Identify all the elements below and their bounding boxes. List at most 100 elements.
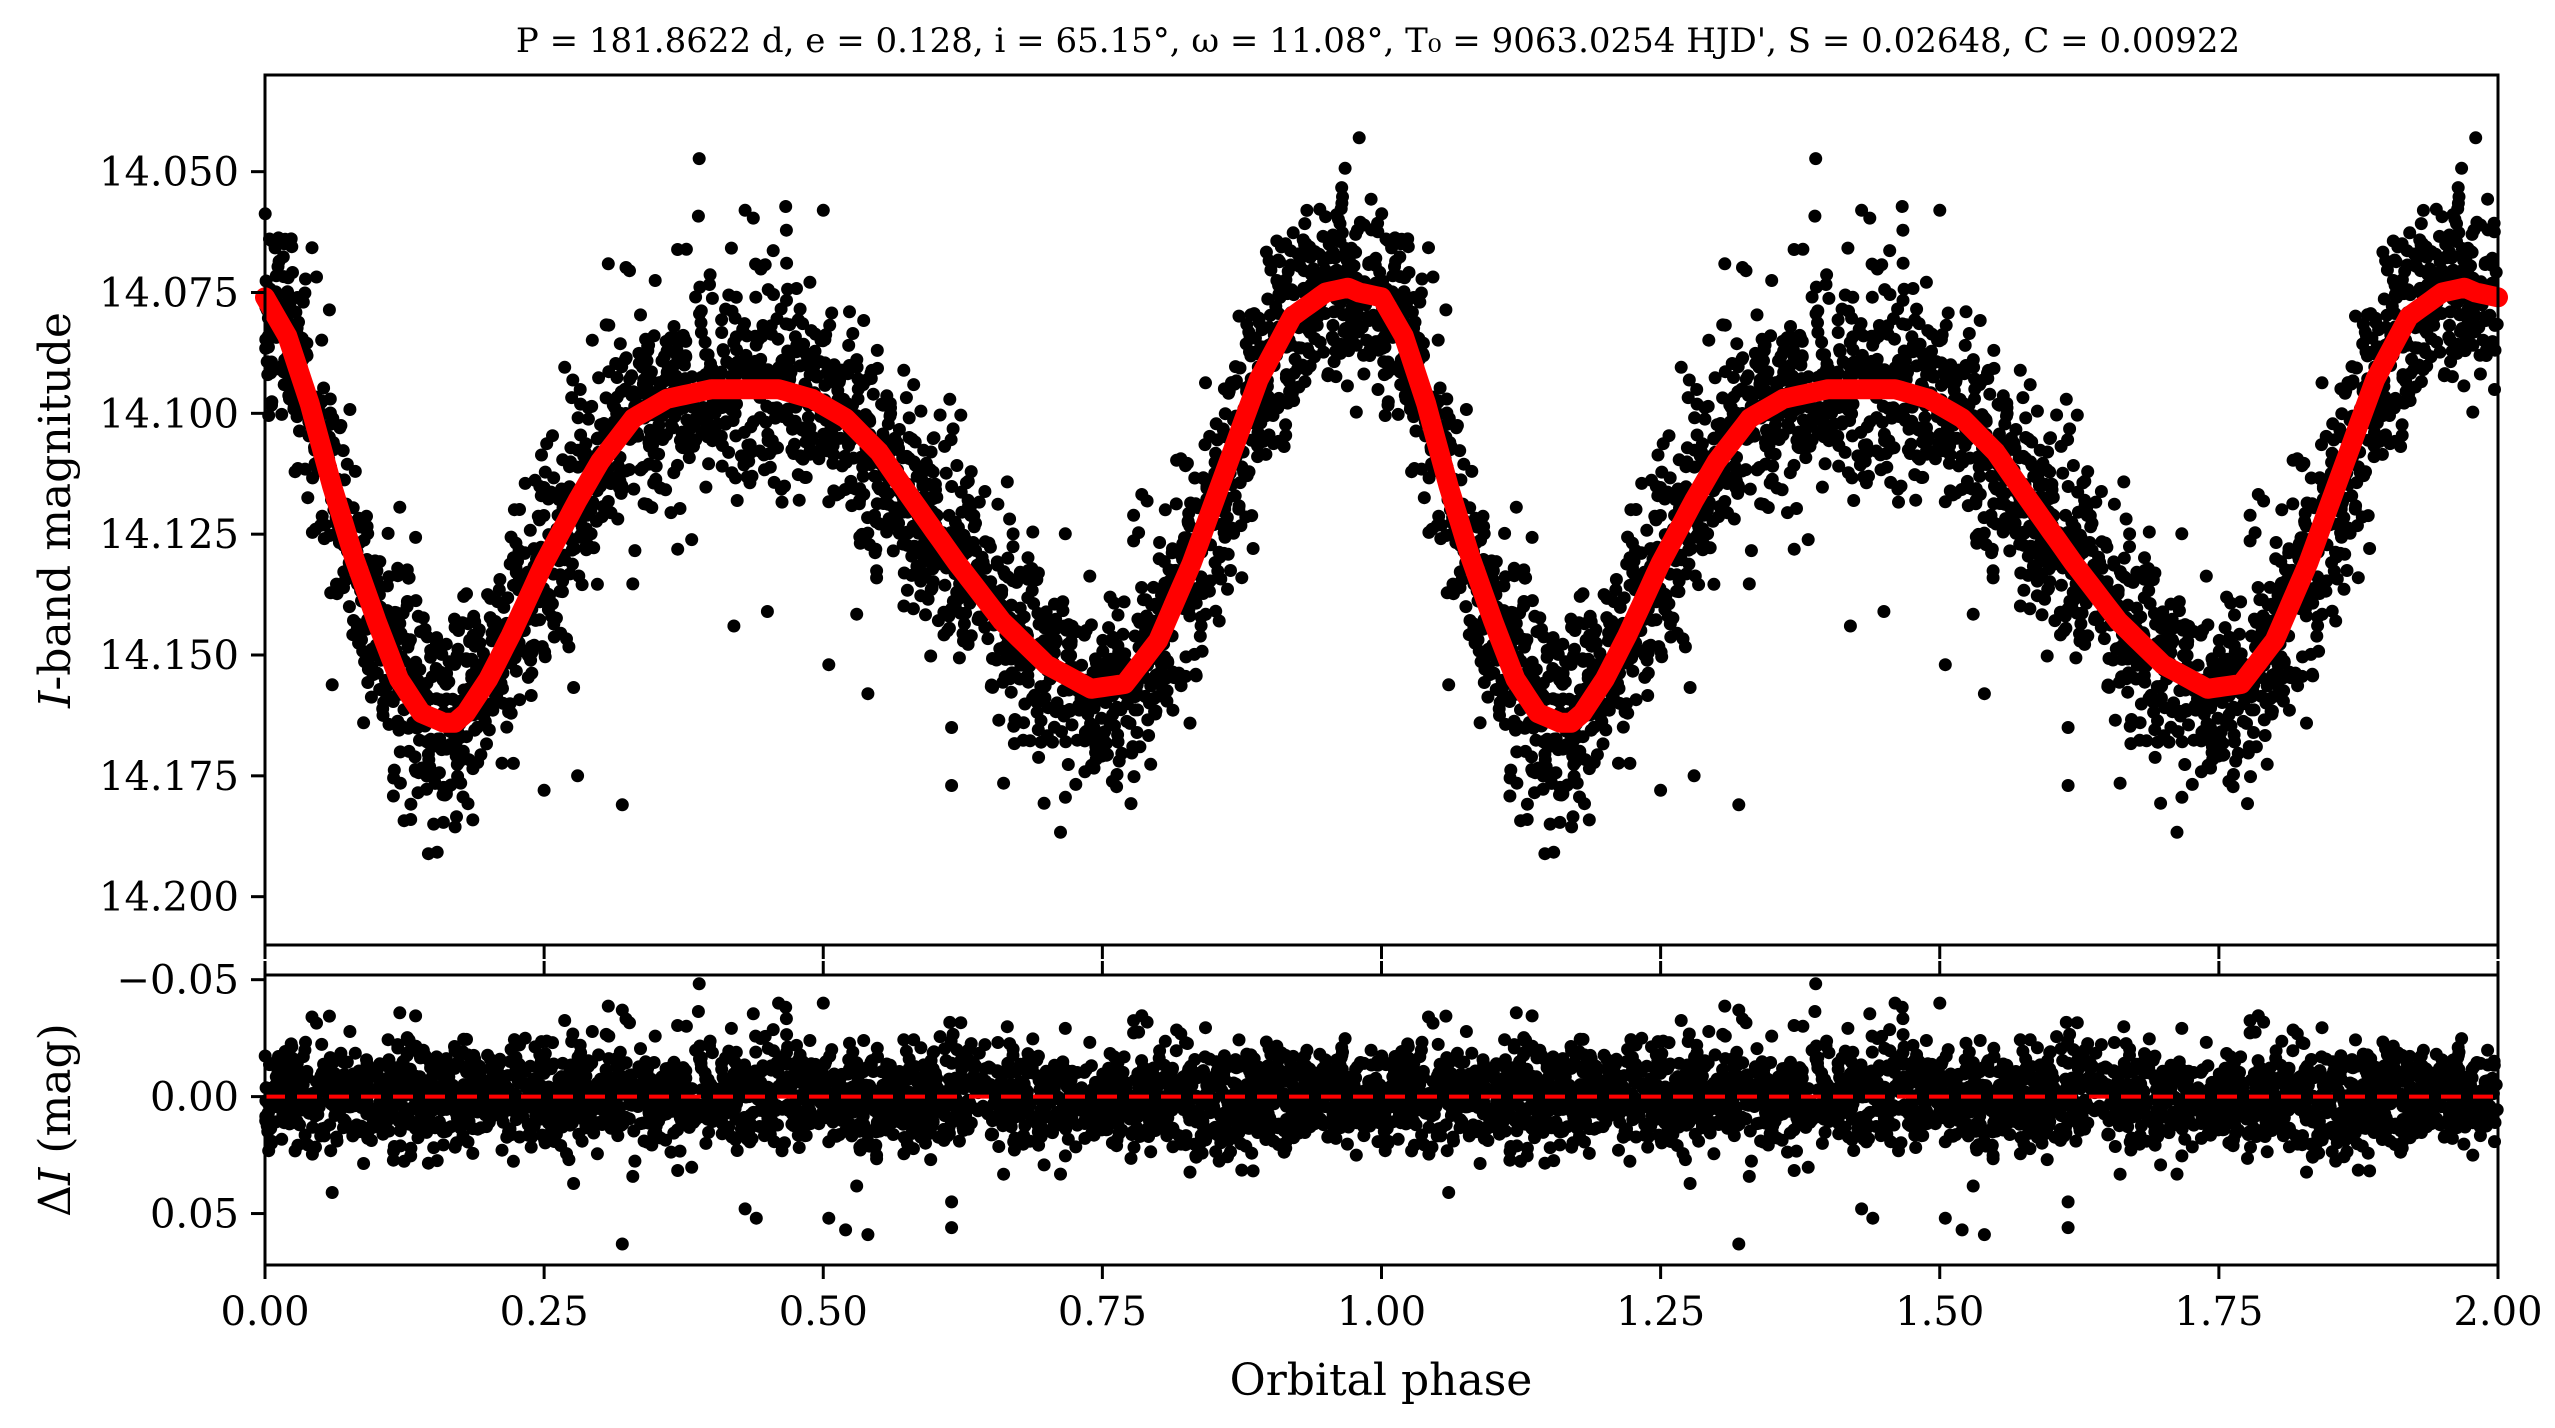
light-curve-point	[1031, 723, 1045, 737]
light-curve-point	[1083, 569, 1097, 583]
light-curve-point	[1000, 475, 1014, 489]
light-curve-point	[2164, 597, 2178, 611]
light-curve-point	[1536, 735, 1550, 749]
light-curve-point	[925, 581, 939, 595]
light-curve-point	[1287, 288, 1301, 302]
light-curve-point	[1566, 810, 1580, 824]
light-curve-point	[1158, 503, 1172, 517]
light-curve-point	[799, 470, 813, 484]
light-curve-point	[1573, 790, 1586, 804]
light-curve-point	[618, 352, 632, 366]
light-curve-point	[1651, 448, 1665, 462]
light-curve-point	[2345, 489, 2359, 503]
light-curve-point	[2338, 547, 2352, 561]
light-curve-point	[2225, 654, 2238, 668]
light-curve-point	[2158, 701, 2172, 715]
light-curve-point	[2081, 465, 2095, 479]
light-curve-point	[788, 330, 802, 344]
light-curve-point	[1680, 441, 1694, 455]
light-curve-point	[2212, 728, 2226, 742]
light-curve-point	[2080, 508, 2094, 522]
light-curve-point	[1333, 235, 1347, 248]
light-curve-point	[2380, 308, 2394, 322]
light-curve-point	[2403, 288, 2417, 302]
light-curve-point	[1546, 692, 1560, 706]
light-curve-point	[1284, 258, 1298, 272]
light-curve-point	[909, 540, 923, 554]
light-curve-point	[2154, 796, 2168, 810]
light-curve-point	[2367, 450, 2381, 464]
light-curve-point	[1556, 742, 1570, 756]
light-curve-point	[1385, 239, 1399, 252]
light-curve-point	[1340, 379, 1354, 393]
light-curve-point	[1357, 367, 1371, 381]
light-curve-point	[1143, 696, 1156, 710]
light-curve-point	[2033, 443, 2047, 457]
light-curve-point	[1087, 761, 1101, 775]
light-curve-point	[402, 571, 416, 585]
light-curve-point	[808, 344, 822, 358]
light-curve-point	[1702, 333, 1716, 347]
light-curve-point	[1006, 540, 1020, 554]
light-curve-point	[1199, 376, 1212, 390]
light-curve-point	[1274, 288, 1288, 302]
light-curve-point	[954, 408, 968, 422]
light-curve-point	[1883, 244, 1897, 258]
light-curve-point	[875, 397, 889, 411]
light-curve-point	[967, 520, 981, 534]
light-curve-point	[1546, 662, 1560, 675]
light-curve-point	[2023, 378, 2037, 392]
light-curve-point	[705, 291, 719, 305]
light-curve-point	[1654, 645, 1668, 659]
light-curve-point	[1908, 313, 1922, 327]
light-curve-point	[1261, 292, 1275, 306]
light-curve-point	[301, 491, 315, 505]
light-curve-point	[1525, 530, 1539, 544]
light-curve-point	[429, 662, 443, 675]
light-curve-point	[456, 790, 470, 804]
light-curve-point	[430, 631, 444, 645]
light-curve-point	[826, 456, 840, 470]
light-curve-point	[556, 453, 570, 467]
light-curve-point	[285, 240, 299, 254]
light-curve-point	[724, 241, 738, 255]
light-curve-point	[330, 587, 344, 601]
light-curve-point	[938, 578, 952, 592]
light-curve-point	[2046, 490, 2060, 504]
light-curve-point	[2456, 263, 2470, 277]
light-curve-point	[597, 417, 611, 430]
light-curve-point	[450, 649, 464, 663]
light-curve-point	[401, 721, 415, 735]
light-curve-point	[943, 392, 957, 406]
light-curve-point	[1525, 594, 1539, 608]
light-curve-point	[628, 544, 642, 558]
light-curve-point	[959, 606, 973, 620]
light-curve-point	[1730, 337, 1744, 351]
light-curve-point	[754, 262, 768, 276]
light-curve-point	[1818, 348, 1832, 362]
light-curve-point	[1224, 564, 1237, 577]
light-curve-point	[2416, 203, 2430, 217]
light-curve-point	[779, 223, 793, 237]
light-curve-point	[779, 200, 793, 213]
light-curve-point	[1225, 376, 1238, 390]
light-curve-point	[744, 357, 758, 371]
light-curve-point	[664, 506, 678, 520]
light-curve-point	[1335, 196, 1349, 210]
light-curve-point	[715, 459, 729, 473]
light-curve-point	[411, 609, 425, 623]
light-curve-point	[1021, 675, 1035, 689]
light-curve-point	[2042, 581, 2055, 595]
light-curve-point	[1030, 705, 1044, 719]
light-curve-point	[906, 602, 920, 616]
light-curve-point	[1439, 303, 1453, 317]
light-curve-point	[1218, 407, 1232, 421]
light-curve-point	[1209, 417, 1223, 431]
light-curve-point	[2108, 713, 2122, 727]
light-curve-point	[1787, 458, 1801, 472]
light-curve-point	[2019, 411, 2033, 425]
light-curve-point	[2255, 593, 2269, 607]
light-curve-point	[679, 349, 693, 363]
light-curve-point	[2260, 679, 2274, 693]
light-curve-point	[1364, 192, 1378, 206]
